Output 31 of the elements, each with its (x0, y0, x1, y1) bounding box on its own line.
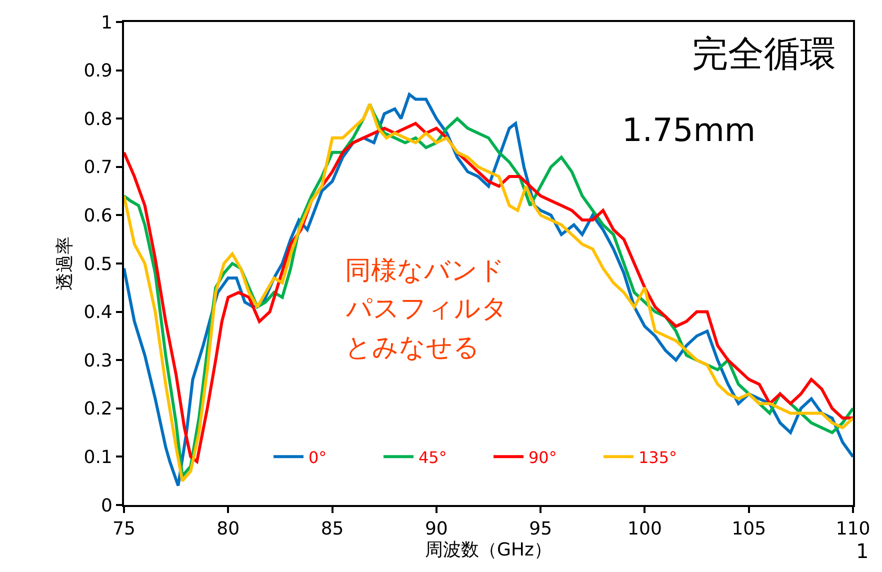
legend-label: 45° (418, 448, 447, 467)
y-tick-label: 0.6 (84, 206, 112, 226)
legend-label: 90° (528, 448, 557, 467)
y-tick-label: 0.5 (84, 254, 112, 275)
y-tick-label: 0.2 (84, 398, 112, 420)
x-tick-label: 95 (529, 518, 552, 540)
x-tick-label: 85 (320, 518, 344, 540)
y-tick-label: 0.3 (84, 350, 112, 372)
annotation: パスフィルタ (345, 294, 508, 324)
annotation: 同様なバンド (345, 256, 505, 286)
y-tick-label: 0.7 (84, 157, 112, 178)
x-tick-label: 80 (216, 518, 240, 540)
x-tick-label: 75 (112, 518, 136, 540)
x-tick-label: 105 (732, 518, 766, 540)
legend-label: 0° (308, 448, 327, 467)
legend-label: 135° (638, 448, 678, 467)
annotation: 完全循環 (692, 34, 836, 75)
text: 1 (856, 539, 869, 563)
annotation: とみなせる (345, 333, 480, 363)
y-tick-label: 1 (100, 12, 112, 34)
x-tick-label: 90 (424, 518, 448, 540)
annotation: 1.75mm (622, 111, 756, 149)
x-axis-title: 周波数（GHz） (425, 540, 552, 561)
x-tick-label: 100 (628, 518, 662, 540)
y-tick-label: 0.1 (84, 447, 112, 468)
y-axis-title: 透過率 (54, 236, 76, 290)
y-tick-label: 0 (100, 495, 112, 516)
x-tick-label: 110 (836, 518, 870, 540)
y-tick-label: 0.9 (84, 60, 112, 82)
y-tick-label: 0.8 (84, 108, 112, 130)
y-tick-label: 0.4 (84, 302, 112, 324)
